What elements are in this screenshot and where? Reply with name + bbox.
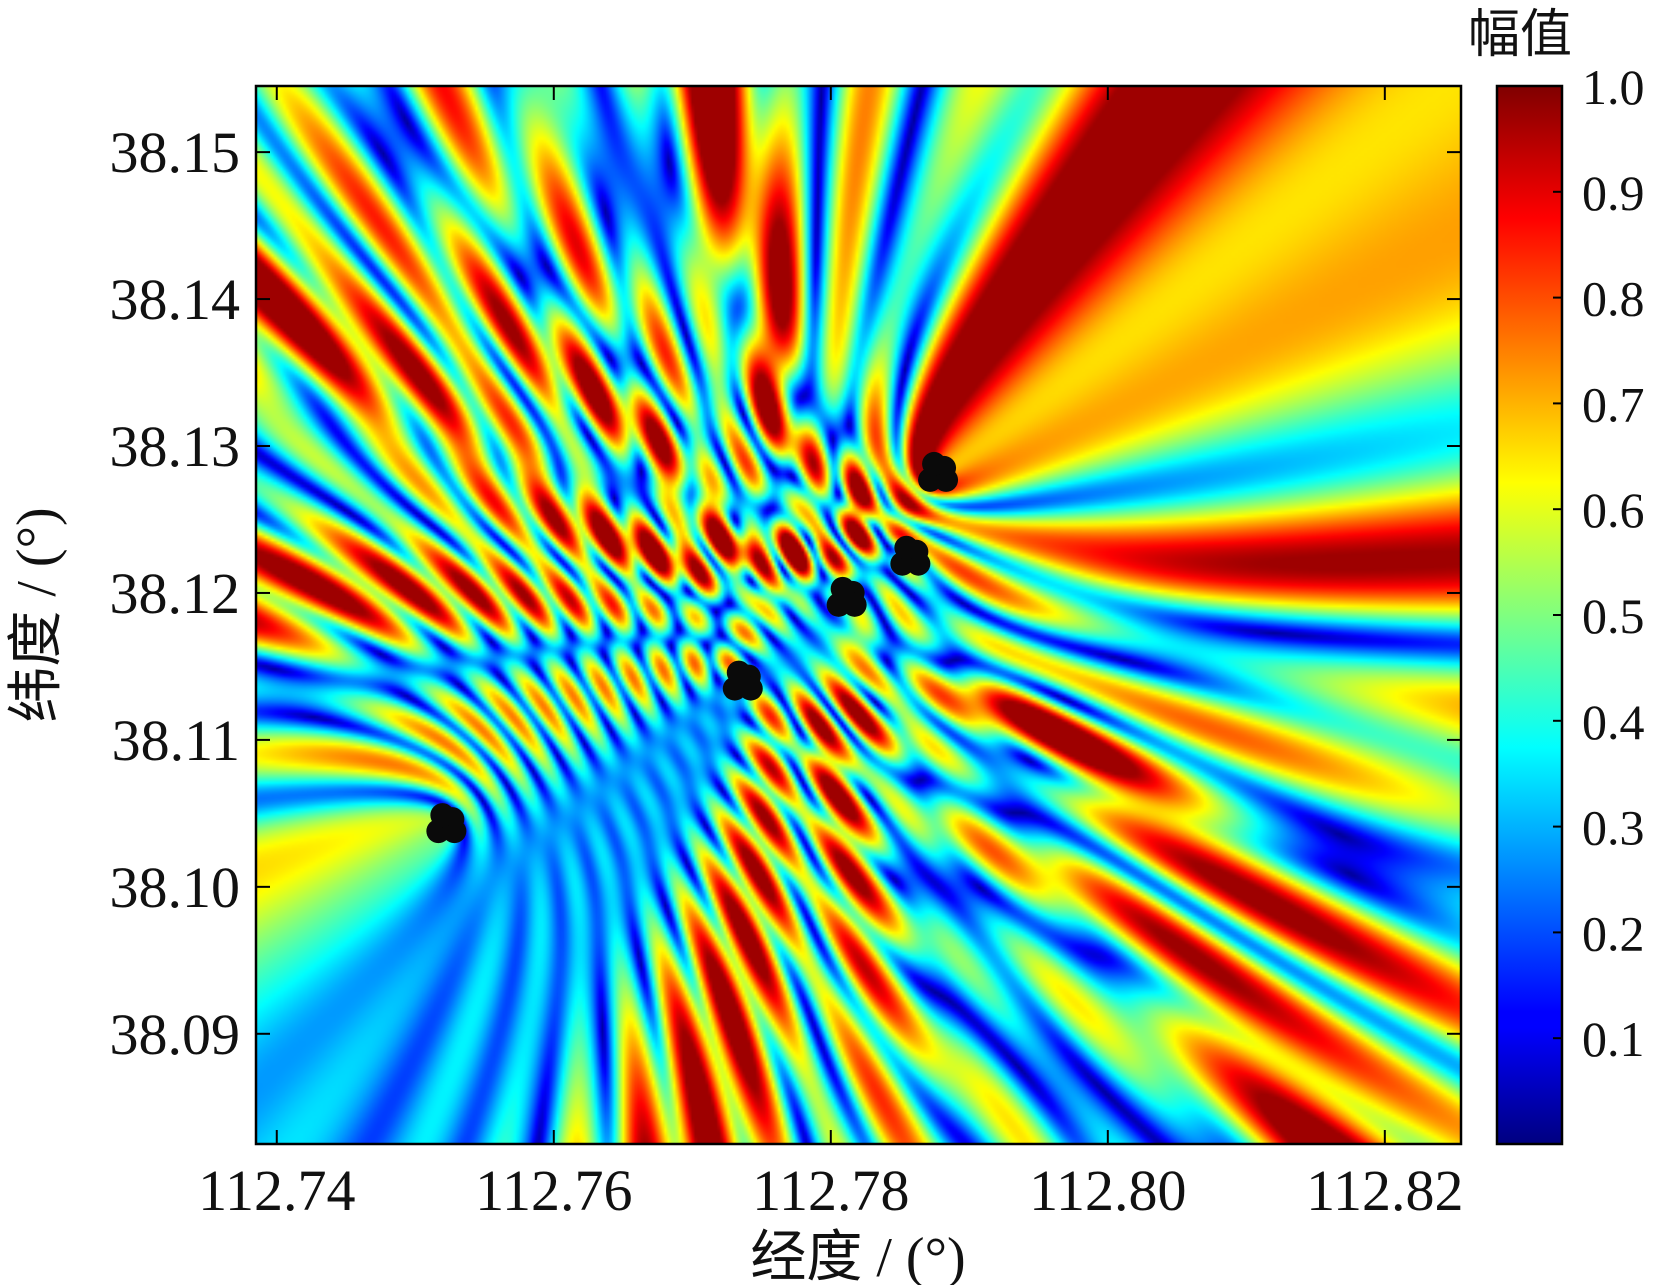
source-marker bbox=[426, 803, 467, 844]
colorbar-tick-label: 0.1 bbox=[1582, 1011, 1645, 1067]
colorbar-title: 幅值 bbox=[1468, 7, 1572, 64]
source-markers bbox=[426, 451, 959, 844]
colorbar: 0.1 0.2 0.3 0.4 0.5 0.6 0.7 0.8 0.9 1.0 幅值 bbox=[1468, 7, 1645, 1146]
x-tick-label: 112.76 bbox=[475, 1158, 632, 1223]
y-tick-label: 38.09 bbox=[110, 1002, 241, 1067]
x-axis-ticks: 112.74 112.76 112.78 112.80 112.82 bbox=[198, 86, 1464, 1223]
colorbar-tick-label: 0.8 bbox=[1582, 271, 1645, 327]
colorbar-tick-label: 0.6 bbox=[1582, 482, 1645, 538]
x-tick-label: 112.82 bbox=[1306, 1158, 1463, 1223]
x-tick-label: 112.74 bbox=[198, 1158, 355, 1223]
source-marker bbox=[826, 576, 867, 617]
y-tick-label: 38.15 bbox=[110, 120, 241, 185]
colorbar-gradient bbox=[1495, 84, 1564, 1146]
plot-area bbox=[254, 84, 1463, 1146]
source-marker bbox=[918, 451, 959, 492]
source-marker bbox=[722, 660, 763, 701]
colorbar-ticks: 0.1 0.2 0.3 0.4 0.5 0.6 0.7 0.8 0.9 1.0 bbox=[1553, 59, 1645, 1067]
colorbar-tick-label: 1.0 bbox=[1582, 59, 1645, 115]
colorbar-tick-label: 0.4 bbox=[1582, 694, 1645, 750]
source-marker bbox=[890, 535, 931, 576]
x-axis-label: 经度 / (°) bbox=[750, 1227, 965, 1285]
plot-frame bbox=[254, 84, 1463, 1146]
y-tick-label: 38.12 bbox=[110, 561, 241, 626]
x-tick-label: 112.78 bbox=[752, 1158, 909, 1223]
y-tick-label: 38.10 bbox=[110, 855, 241, 920]
y-tick-label: 38.14 bbox=[110, 267, 241, 332]
y-axis-label: 纬度 / (°) bbox=[6, 507, 68, 722]
y-tick-label: 38.11 bbox=[112, 708, 240, 773]
colorbar-tick-label: 0.3 bbox=[1582, 800, 1645, 856]
y-axis-ticks: 38.09 38.10 38.11 38.12 38.13 38.14 38.15 bbox=[110, 120, 1461, 1067]
x-tick-label: 112.80 bbox=[1029, 1158, 1186, 1223]
colorbar-tick-label: 0.5 bbox=[1582, 588, 1645, 644]
colorbar-tick-label: 0.7 bbox=[1582, 376, 1645, 432]
colorbar-tick-label: 0.9 bbox=[1582, 165, 1645, 221]
y-tick-label: 38.13 bbox=[110, 414, 241, 479]
colorbar-tick-label: 0.2 bbox=[1582, 905, 1645, 961]
